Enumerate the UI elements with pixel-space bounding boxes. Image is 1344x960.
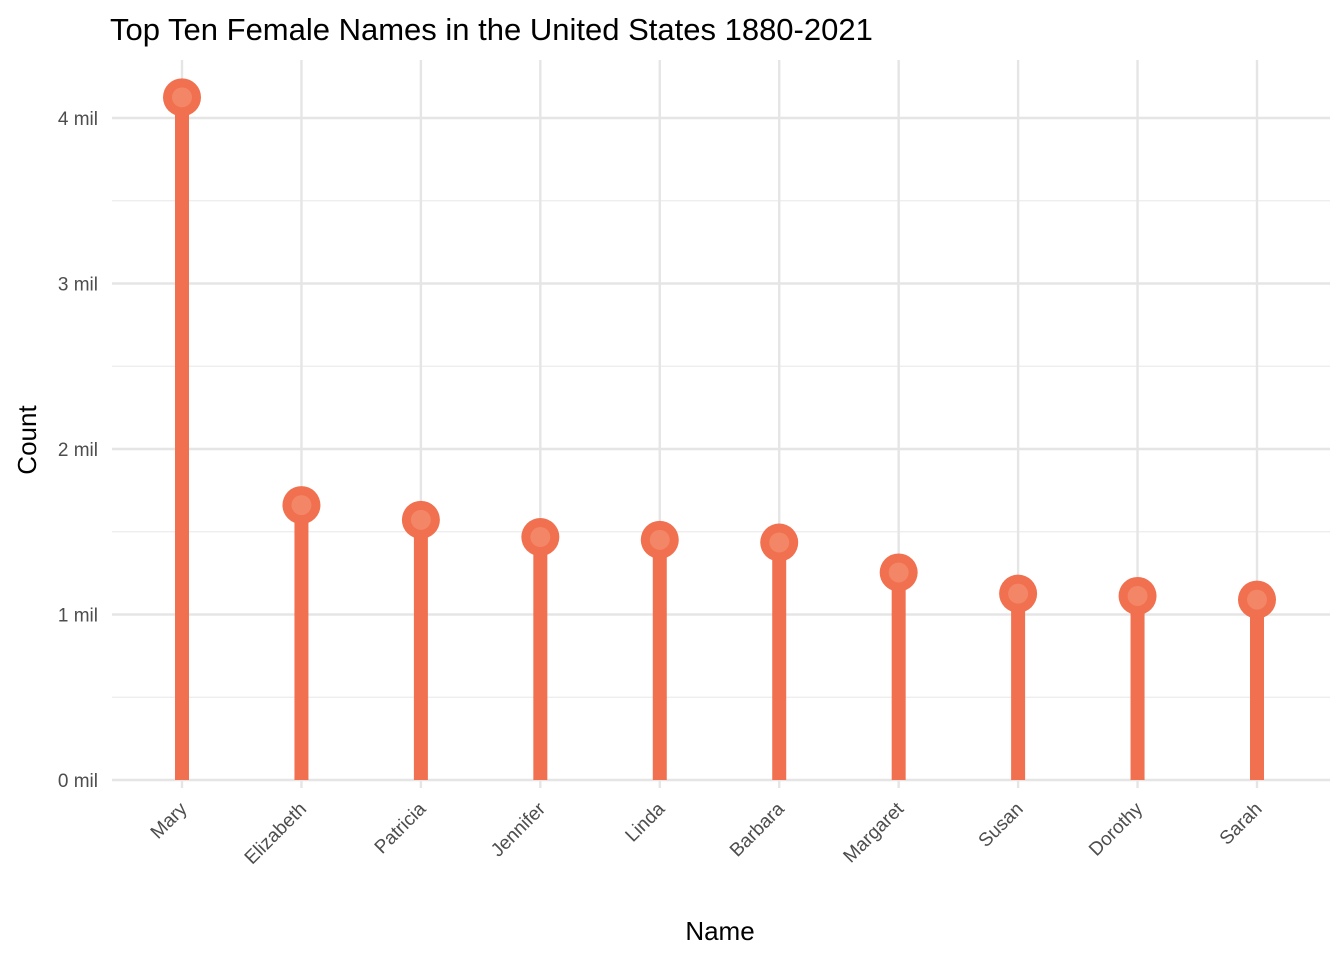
x-tick-label: Margaret xyxy=(840,798,909,867)
chart-title: Top Ten Female Names in the United State… xyxy=(110,12,873,47)
x-tick-label: Susan xyxy=(975,799,1028,852)
y-tick-label: 3 mil xyxy=(58,275,98,296)
y-axis-title: Count xyxy=(12,405,42,475)
x-tick-label: Patricia xyxy=(371,798,431,858)
lollipop-head-highlight xyxy=(1247,589,1267,610)
lollipop-head-highlight xyxy=(410,509,431,530)
x-tick-label: Dorothy xyxy=(1085,798,1147,860)
lollipop-head-highlight xyxy=(769,532,790,553)
x-tick-label: Mary xyxy=(147,798,192,843)
lollipop-head-highlight xyxy=(530,527,551,548)
x-axis-title: Name xyxy=(685,916,754,946)
lollipop-head-highlight xyxy=(888,562,909,583)
y-tick-label: 0 mil xyxy=(58,771,98,792)
lollipop-head-highlight xyxy=(649,529,670,550)
lollipop-head-highlight xyxy=(1008,583,1029,604)
y-tick-label: 2 mil xyxy=(58,440,98,461)
data-marks xyxy=(163,78,1276,780)
y-axis-ticks: 0 mil 1 mil 2 mil 3 mil 4 mil xyxy=(58,109,98,792)
x-tick-label: Linda xyxy=(622,798,670,846)
x-tick-label: Barbara xyxy=(726,798,789,861)
lollipop-head-highlight xyxy=(291,495,312,516)
y-tick-label: 1 mil xyxy=(58,606,98,627)
x-tick-label: Jennifer xyxy=(487,798,550,861)
x-tick-label: Elizabeth xyxy=(241,799,311,869)
x-tick-label: Sarah xyxy=(1216,799,1267,850)
lollipop-head-highlight xyxy=(172,87,192,108)
x-axis-ticks: Mary Elizabeth Patricia Jennifer Linda Barbar… xyxy=(147,798,1267,869)
lollipop-head-highlight xyxy=(1127,585,1148,606)
y-tick-label: 4 mil xyxy=(58,109,98,130)
